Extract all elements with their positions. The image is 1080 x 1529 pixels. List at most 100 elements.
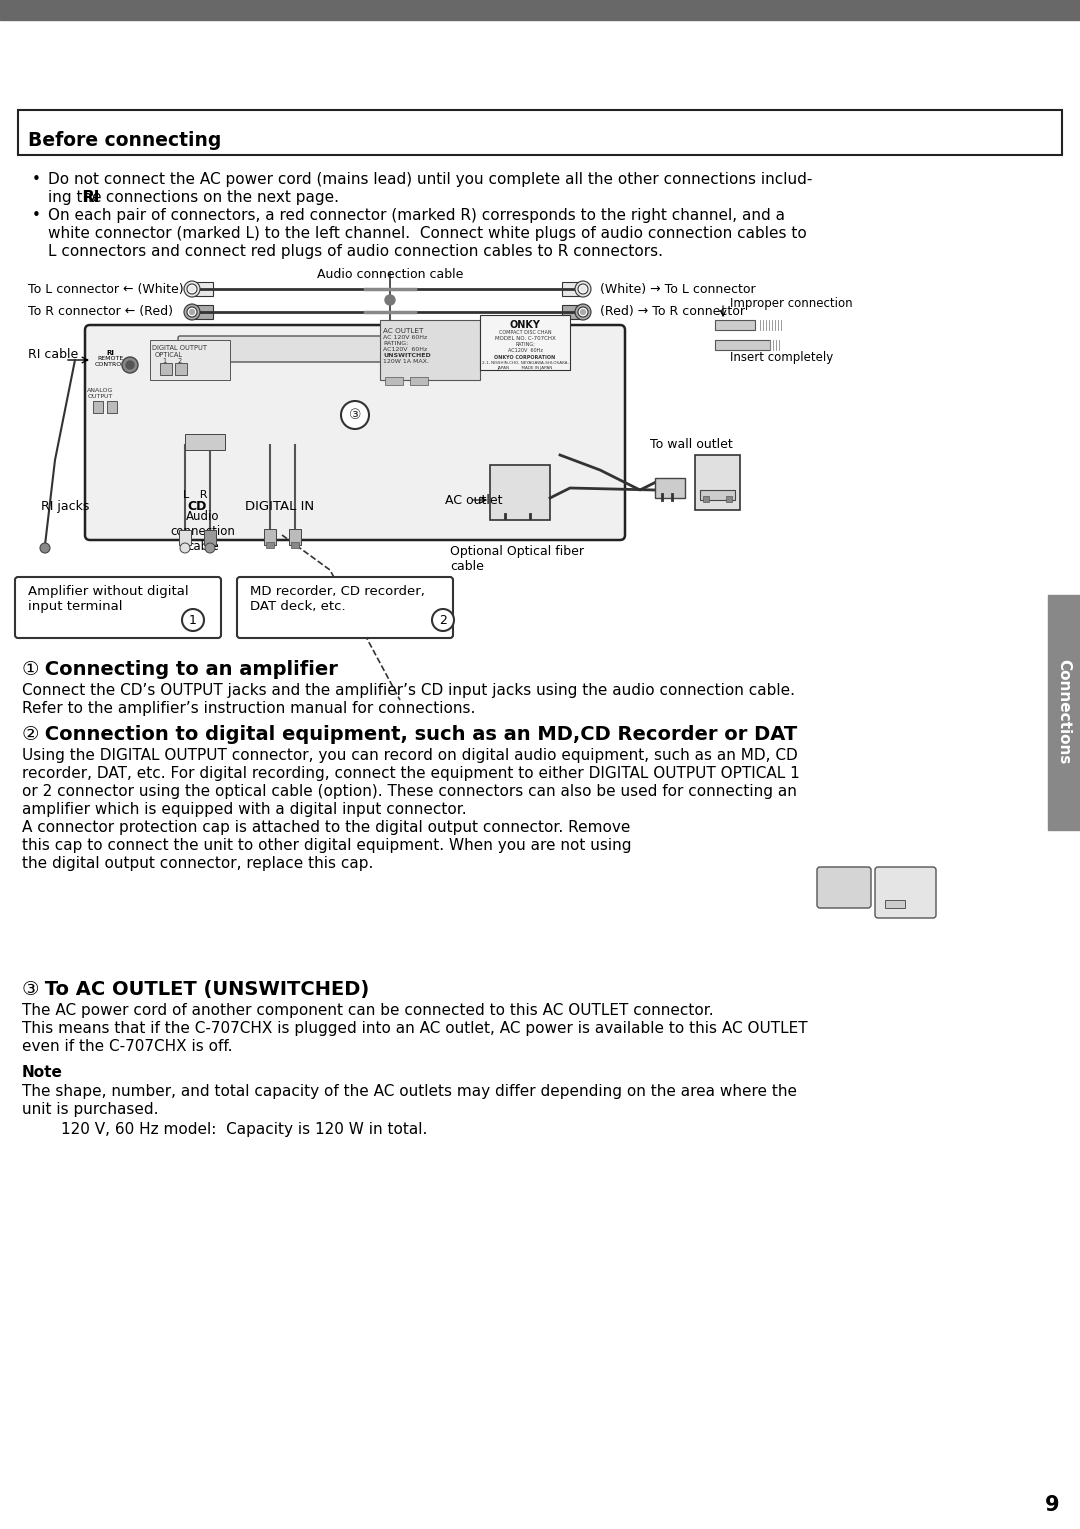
- Bar: [18, 110, 1062, 154]
- Text: or 2 connector using the optical cable (option). These connectors can also be us: or 2 connector using the optical cable (…: [22, 784, 797, 800]
- Bar: [715, 320, 755, 330]
- Text: JAPAN          MADE IN JAPAN: JAPAN MADE IN JAPAN: [498, 365, 553, 370]
- Text: amplifier which is equipped with a digital input connector.: amplifier which is equipped with a digit…: [22, 803, 467, 816]
- Text: RI: RI: [106, 350, 113, 356]
- Text: ③: ③: [349, 408, 361, 422]
- Circle shape: [575, 304, 591, 320]
- Text: Note: Note: [22, 1066, 63, 1079]
- Bar: [150, 339, 230, 381]
- Circle shape: [578, 284, 588, 294]
- FancyBboxPatch shape: [178, 336, 382, 362]
- Text: ONKY: ONKY: [510, 320, 540, 330]
- Text: ing the: ing the: [48, 190, 107, 205]
- Text: Connection to digital equipment, such as an MD,CD Recorder or DAT: Connection to digital equipment, such as…: [38, 725, 797, 745]
- Text: Optional Optical fiber
cable: Optional Optical fiber cable: [450, 544, 584, 573]
- Text: Do not connect the AC power cord (mains lead) until you complete all the other c: Do not connect the AC power cord (mains …: [48, 171, 812, 187]
- Circle shape: [183, 609, 204, 631]
- Text: RI: RI: [83, 190, 100, 205]
- Bar: [562, 304, 580, 320]
- Bar: [715, 339, 770, 350]
- Text: unit is purchased.: unit is purchased.: [22, 1102, 159, 1118]
- Text: even if the C-707CHX is off.: even if the C-707CHX is off.: [22, 1040, 232, 1053]
- Text: (Red) → To R connector: (Red) → To R connector: [600, 306, 745, 318]
- Circle shape: [205, 543, 215, 553]
- Bar: [410, 378, 428, 385]
- Text: To L connector ← (White): To L connector ← (White): [28, 283, 184, 295]
- Circle shape: [40, 543, 50, 553]
- Text: 9: 9: [1044, 1495, 1059, 1515]
- Bar: [696, 456, 740, 511]
- Bar: [175, 362, 187, 375]
- Circle shape: [126, 361, 134, 368]
- Circle shape: [384, 295, 395, 304]
- Text: To wall outlet: To wall outlet: [650, 439, 732, 451]
- Circle shape: [341, 401, 369, 430]
- Text: To R connector ← (Red): To R connector ← (Red): [28, 306, 173, 318]
- Circle shape: [432, 609, 454, 631]
- Text: 1: 1: [162, 358, 166, 364]
- Bar: [480, 315, 570, 370]
- Text: AC 120V 60Hz: AC 120V 60Hz: [383, 335, 428, 339]
- FancyBboxPatch shape: [85, 326, 625, 540]
- Text: recorder, DAT, etc. For digital recording, connect the equipment to either DIGIT: recorder, DAT, etc. For digital recordin…: [22, 766, 800, 781]
- Bar: [703, 495, 708, 502]
- Text: white connector (marked L) to the left channel.  Connect white plugs of audio co: white connector (marked L) to the left c…: [48, 226, 807, 242]
- Text: Insert completely: Insert completely: [730, 352, 834, 364]
- Circle shape: [575, 281, 591, 297]
- Text: A connector protection cap is attached to the digital output connector. Remove: A connector protection cap is attached t…: [22, 820, 631, 835]
- Circle shape: [187, 284, 197, 294]
- Bar: [291, 541, 299, 547]
- Text: Connecting to an amplifier: Connecting to an amplifier: [38, 661, 338, 679]
- FancyBboxPatch shape: [875, 867, 936, 917]
- Text: ANALOG: ANALOG: [86, 388, 113, 393]
- Text: COMPACT DISC CHAN: COMPACT DISC CHAN: [499, 330, 551, 335]
- Text: 120W 1A MAX.: 120W 1A MAX.: [383, 359, 429, 364]
- Text: 2-1, NISSHIN-CHO, NEYAGAWA-SHI,OSAKA,: 2-1, NISSHIN-CHO, NEYAGAWA-SHI,OSAKA,: [482, 361, 568, 365]
- Text: Before connecting: Before connecting: [28, 130, 221, 150]
- Bar: [204, 531, 216, 544]
- Text: L   R: L R: [183, 489, 207, 500]
- Text: Connections: Connections: [1056, 659, 1071, 764]
- Text: DIGITAL IN: DIGITAL IN: [245, 500, 314, 514]
- Circle shape: [122, 356, 138, 373]
- Bar: [160, 362, 172, 375]
- Bar: [289, 529, 301, 544]
- Text: DIGITAL OUTPUT: DIGITAL OUTPUT: [152, 346, 207, 352]
- Bar: [195, 281, 213, 297]
- Text: L connectors and connect red plugs of audio connection cables to R connectors.: L connectors and connect red plugs of au…: [48, 245, 663, 258]
- Text: ONKYO CORPORATION: ONKYO CORPORATION: [495, 355, 555, 359]
- Text: CONTROL: CONTROL: [95, 362, 125, 367]
- Text: To AC OUTLET (UNSWITCHED): To AC OUTLET (UNSWITCHED): [38, 980, 369, 998]
- Bar: [179, 531, 191, 544]
- Text: The shape, number, and total capacity of the AC outlets may differ depending on : The shape, number, and total capacity of…: [22, 1084, 797, 1099]
- Bar: [195, 304, 213, 320]
- Text: RATING:: RATING:: [515, 342, 535, 347]
- Circle shape: [581, 286, 585, 292]
- Text: On each pair of connectors, a red connector (marked R) corresponds to the right : On each pair of connectors, a red connec…: [48, 208, 785, 223]
- Bar: [562, 281, 580, 297]
- Circle shape: [187, 307, 197, 317]
- Circle shape: [184, 281, 200, 297]
- Text: MD recorder, CD recorder,
DAT deck, etc.: MD recorder, CD recorder, DAT deck, etc.: [249, 586, 424, 613]
- Circle shape: [184, 304, 200, 320]
- Text: UNSWITCHED: UNSWITCHED: [383, 353, 431, 358]
- Text: AC outlet: AC outlet: [445, 494, 502, 506]
- Text: Connect the CD’s OUTPUT jacks and the amplifier’s CD input jacks using the audio: Connect the CD’s OUTPUT jacks and the am…: [22, 683, 795, 699]
- Bar: [264, 529, 276, 544]
- Text: Audio connection cable: Audio connection cable: [316, 268, 463, 281]
- Bar: [0, 0, 1080, 20]
- FancyBboxPatch shape: [237, 576, 453, 638]
- Text: RI jacks: RI jacks: [41, 500, 90, 514]
- Text: Improper connection: Improper connection: [730, 297, 852, 309]
- Text: Audio
connection
cable: Audio connection cable: [171, 511, 235, 553]
- Text: 120 V, 60 Hz model:  Capacity is 120 W in total.: 120 V, 60 Hz model: Capacity is 120 W in…: [22, 1122, 428, 1138]
- Bar: [885, 901, 905, 908]
- Text: This means that if the C-707CHX is plugged into an AC outlet, AC power is availa: This means that if the C-707CHX is plugg…: [22, 1021, 808, 1037]
- Text: CD: CD: [187, 500, 206, 514]
- FancyBboxPatch shape: [15, 576, 221, 638]
- Bar: [380, 320, 480, 381]
- Text: OUTPUT: OUTPUT: [87, 394, 112, 399]
- Text: RATING:: RATING:: [383, 341, 408, 346]
- Circle shape: [180, 543, 190, 553]
- Text: ②: ②: [22, 725, 40, 745]
